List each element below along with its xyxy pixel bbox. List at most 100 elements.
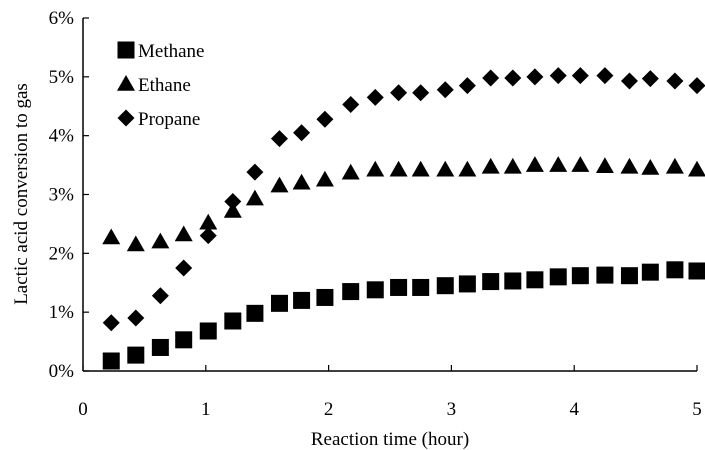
ethane-point <box>641 159 660 175</box>
methane-point <box>224 312 242 330</box>
propane-point <box>526 68 544 86</box>
legend: Methane Ethane Propane <box>117 41 204 130</box>
ethane-point <box>503 157 522 174</box>
propane-point <box>436 81 454 99</box>
methane-point <box>293 291 311 309</box>
propane-point <box>641 70 659 88</box>
methane-point <box>436 277 454 295</box>
methane-point <box>151 338 169 356</box>
ethane-point <box>411 160 430 177</box>
methane-point <box>102 352 120 370</box>
propane-point <box>246 163 264 181</box>
series-layer <box>102 67 705 370</box>
ethane-point <box>292 173 311 190</box>
y-axis-ticks: 0% 1% 2% 3% 4% 5% 6% <box>49 8 89 382</box>
ethane-point <box>366 160 385 177</box>
methane-point <box>482 273 500 291</box>
ethane-point <box>665 157 684 174</box>
y-tick-label: 4% <box>49 126 75 147</box>
y-tick-label: 3% <box>49 185 75 206</box>
methane-point <box>504 272 522 290</box>
x-tick-label: 3 <box>447 399 457 420</box>
propane-point <box>127 309 145 327</box>
propane-point <box>482 69 500 87</box>
methane-point <box>620 267 638 285</box>
y-axis-title: Lactic acid conversion to gas <box>11 83 32 305</box>
methane-point <box>390 278 408 296</box>
propane-point <box>175 259 193 277</box>
methane-point <box>246 304 264 322</box>
propane-point <box>390 84 408 102</box>
x-tick-label: 4 <box>569 399 579 420</box>
legend-label-methane: Methane <box>138 41 204 62</box>
methane-point <box>549 268 567 286</box>
methane-point <box>641 263 659 281</box>
propane-point <box>366 88 384 106</box>
ethane-point <box>549 156 568 172</box>
propane-point <box>102 314 120 332</box>
x-tick-label: 0 <box>78 399 88 420</box>
propane-point <box>666 72 684 90</box>
propane-point <box>571 67 589 85</box>
ethane-point <box>571 156 590 172</box>
legend-item-propane: Propane <box>117 109 200 130</box>
x-tick-label: 1 <box>201 399 211 420</box>
methane-point <box>458 275 476 293</box>
methane-point <box>175 331 193 349</box>
propane-point <box>596 67 614 85</box>
legend-item-ethane: Ethane <box>117 75 191 96</box>
ethane-point <box>102 228 121 245</box>
propane-point <box>620 72 638 90</box>
ethane-point <box>341 163 360 180</box>
series-methane <box>102 261 705 370</box>
ethane-point <box>270 176 289 193</box>
x-axis-title: Reaction time (hour) <box>311 429 469 450</box>
propane-point <box>688 77 705 95</box>
methane-point <box>526 271 544 289</box>
legend-marker-methane <box>117 41 135 59</box>
y-tick-label: 2% <box>49 243 75 264</box>
ethane-point <box>151 232 170 249</box>
series-ethane <box>102 156 705 252</box>
legend-label-ethane: Ethane <box>138 75 191 96</box>
ethane-point <box>525 156 544 172</box>
x-axis-ticks: 0 1 2 3 4 5 <box>78 365 702 420</box>
propane-point <box>412 84 430 102</box>
ethane-point <box>245 189 264 206</box>
propane-point <box>504 69 522 87</box>
propane-point <box>316 110 334 128</box>
legend-marker-ethane <box>117 75 135 91</box>
legend-item-methane: Methane <box>117 41 204 62</box>
ethane-point <box>389 160 408 177</box>
methane-point <box>270 294 288 312</box>
methane-point <box>571 267 589 285</box>
propane-point <box>458 77 476 95</box>
legend-label-propane: Propane <box>138 109 200 130</box>
methane-point <box>666 261 684 279</box>
x-tick-label: 5 <box>692 399 702 420</box>
methane-point <box>412 278 430 296</box>
ethane-point <box>458 160 477 177</box>
ethane-point <box>174 225 193 242</box>
methane-point <box>199 322 217 340</box>
ethane-point <box>199 213 218 230</box>
methane-point <box>366 281 384 299</box>
propane-point <box>224 193 242 211</box>
ethane-point <box>481 157 500 174</box>
y-tick-label: 5% <box>49 67 75 88</box>
propane-point <box>151 287 169 305</box>
ethane-point <box>688 160 705 177</box>
propane-point <box>199 227 217 245</box>
ethane-point <box>595 157 614 174</box>
methane-point <box>688 262 705 280</box>
plot-area: 0 1 2 3 4 5 0% 1% 2% 3% 4% 5% 6% <box>49 8 705 420</box>
methane-point <box>596 266 614 284</box>
propane-point <box>293 124 311 142</box>
y-tick-label: 6% <box>49 8 75 29</box>
methane-point <box>316 288 334 306</box>
propane-point <box>549 67 567 85</box>
propane-point <box>270 130 288 148</box>
ethane-point <box>436 160 455 177</box>
ethane-point <box>315 170 334 187</box>
